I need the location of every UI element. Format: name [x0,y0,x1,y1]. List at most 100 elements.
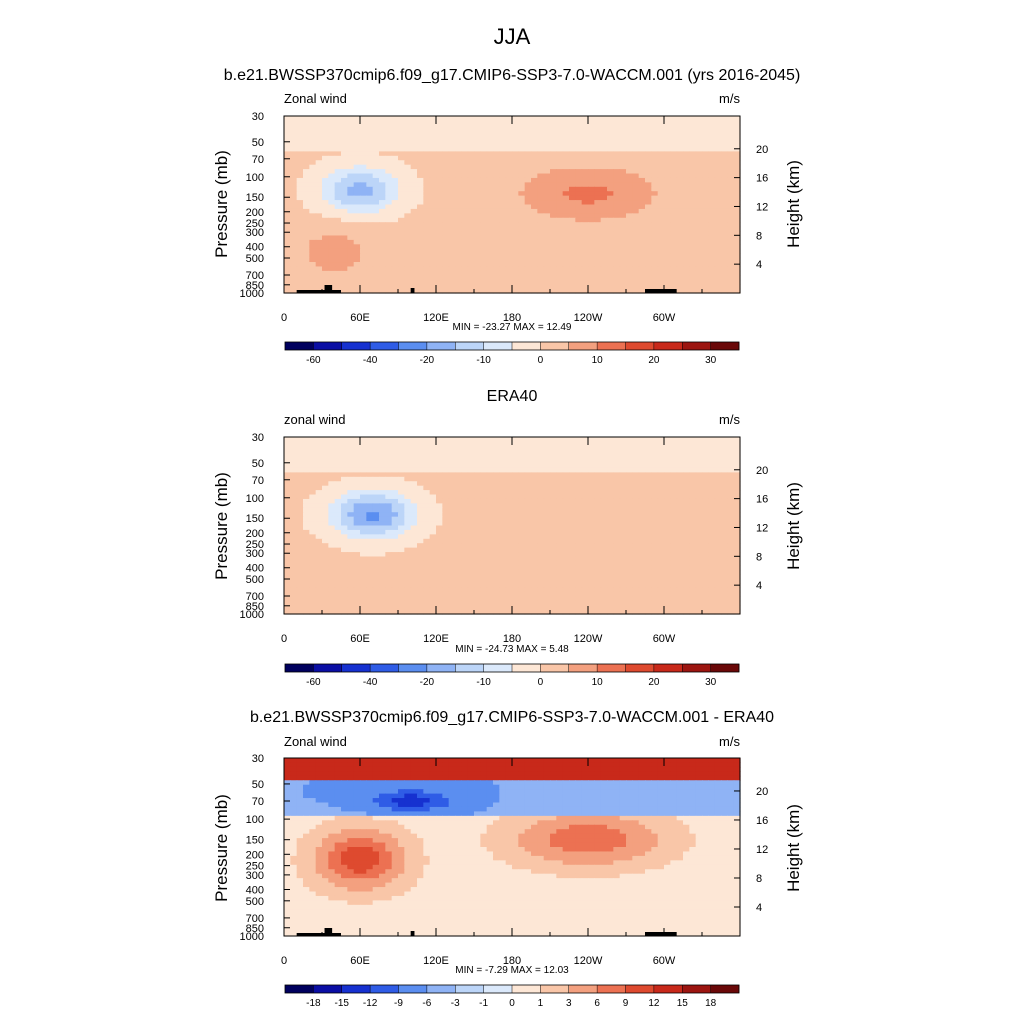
contour-cell [518,195,526,201]
contour-cell [569,459,576,465]
contour-cell [518,529,526,535]
contour-cell [284,507,291,513]
contour-cell [442,270,450,276]
contour-cell [626,521,633,527]
contour-cell [360,186,367,192]
contour-cell [296,512,304,518]
contour-cell [607,244,614,250]
contour-cell [353,222,361,228]
contour-cell [315,516,323,522]
contour-cell [448,556,456,562]
contour-cell [461,146,469,152]
contour-cell [594,208,602,214]
contour-cell [721,257,728,263]
contour-cell [556,288,564,294]
contour-cell [683,116,690,122]
contour-cell [714,547,722,553]
contour-cell [436,244,443,250]
contour-cell [461,177,469,183]
contour-cell [328,459,336,465]
contour-cell [708,279,716,285]
contour-cell [632,177,640,183]
contour-cell [670,177,678,183]
contour-cell [638,445,646,451]
contour-cell [600,459,608,465]
contour-cell [702,182,709,188]
contour-cell [524,217,532,223]
contour-cell [385,155,393,161]
contour-cell [664,217,671,223]
contour-cell [296,516,304,522]
contour-cell [645,485,652,491]
contour-cell [518,543,526,549]
contour-cell [404,507,412,513]
contour-cell [404,441,412,447]
contour-cell [556,151,564,157]
contour-cell [398,521,405,527]
contour-cell [284,257,291,263]
contour-cell [322,124,329,130]
contour-cell [702,288,709,294]
contour-cell [404,129,412,135]
contour-cell [702,133,709,139]
contour-cell [543,120,551,126]
contour-cell [689,244,697,250]
contour-cell [626,516,633,522]
contour-cell [619,485,627,491]
contour-cell [550,498,557,504]
contour-cell [455,543,462,549]
contour-cell [429,164,437,170]
contour-cell [702,445,709,451]
contour-cell [638,529,646,535]
contour-cell [499,124,507,130]
contour-cell [581,182,589,188]
contour-cell [309,529,317,535]
contour-cell [372,155,380,161]
contour-cell [518,552,526,558]
contour-cell [594,521,602,527]
contour-cell [664,186,671,192]
contour-cell [581,186,589,192]
y-tick-label: 300 [246,227,264,239]
contour-cell [524,208,532,214]
contour-cell [315,490,323,496]
contour-cell [556,463,564,469]
contour-cell [689,547,697,553]
contour-cell [638,231,646,237]
contour-cell [575,138,583,144]
contour-cell [543,279,551,285]
contour-cell [689,186,697,192]
contour-cell [436,552,443,558]
contour-cell [657,244,665,250]
contour-cell [562,450,570,456]
contour-cell [461,204,469,210]
contour-cell [467,186,475,192]
contour-cell [714,463,722,469]
contour-cell [588,231,595,237]
contour-cell [474,124,481,130]
contour-cell [518,257,526,263]
contour-cell [486,284,494,290]
contour-cell [721,450,728,456]
contour-cell [328,275,336,281]
contour-cell [524,538,532,544]
contour-cell [721,169,728,175]
contour-cell [733,239,741,245]
contour-cell [676,146,684,152]
contour-cell [632,481,640,487]
contour-cell [733,445,741,451]
contour-cell [417,556,424,562]
contour-cell [398,182,405,188]
contour-cell [657,270,665,276]
contour-cell [379,173,386,179]
contour-cell [569,124,576,130]
contour-cell [664,120,671,126]
contour-cell [442,248,450,254]
contour-cell [588,213,595,219]
contour-cell [385,160,393,166]
contour-cell [683,257,690,263]
contour-cell [676,503,684,509]
colorbar-swatch [341,342,371,350]
contour-cell [588,239,595,245]
contour-cell [632,257,640,263]
